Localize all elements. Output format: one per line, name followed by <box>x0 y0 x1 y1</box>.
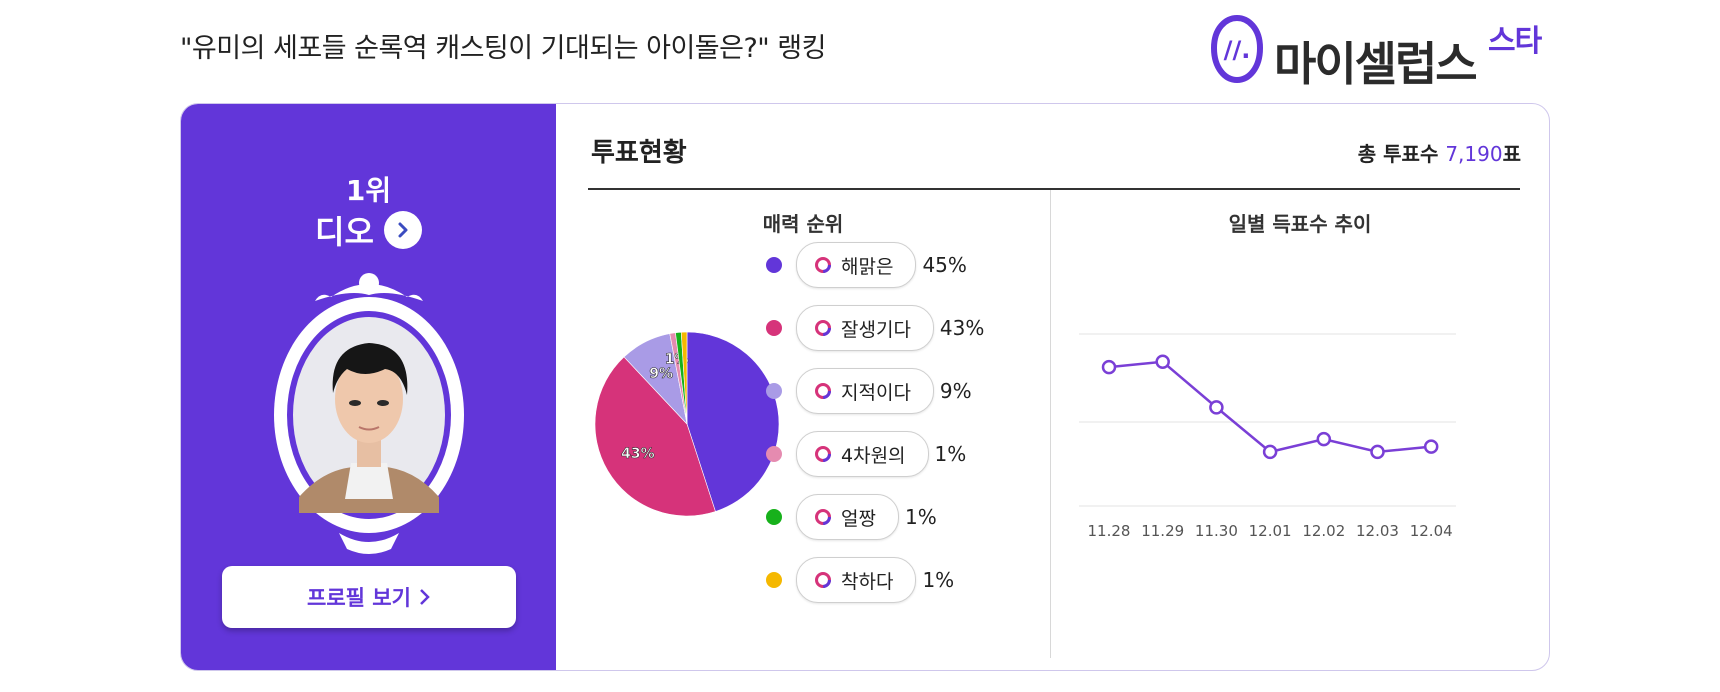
data-point <box>1423 439 1439 454</box>
data-point <box>1209 400 1224 415</box>
x-tick-label: 11.30 <box>1195 522 1238 540</box>
top-rank-panel: 1위 디오 프로필 보기 <box>181 104 556 670</box>
data-point <box>1155 354 1170 370</box>
legend-pill-button[interactable]: 4차원의 <box>796 431 929 477</box>
legend-label: 잘생기다 <box>841 318 911 341</box>
page-title: "유미의 세포들 순록역 캐스팅이 기대되는 아이돌은?" 랭킹 <box>180 33 826 64</box>
legend-item[interactable]: 얼짱 1% <box>766 493 937 541</box>
brand-sup: 스타 <box>1488 24 1542 59</box>
flower-badge-icon <box>815 572 831 588</box>
legend-label: 착하다 <box>841 570 894 593</box>
mirror-logo-icon: //. <box>1210 14 1264 84</box>
flower-badge-icon <box>815 509 831 525</box>
x-tick-label: 12.04 <box>1410 522 1453 540</box>
brand-logo[interactable]: //. 마이셀럽스 스타 <box>1208 12 1568 91</box>
legend-percent: 1% <box>922 568 955 592</box>
legend-pill-button[interactable]: 잘생기다 <box>796 305 934 351</box>
total-votes-label: 총 투표수 <box>1357 142 1439 166</box>
profile-view-button[interactable]: 프로필 보기 <box>222 566 516 628</box>
charm-pie-chart: 43%9%1% <box>594 331 780 517</box>
legend-percent: 43% <box>939 316 985 340</box>
data-point <box>1370 444 1385 460</box>
total-votes-value: 7,190 <box>1445 142 1503 166</box>
x-tick-label: 11.28 <box>1088 522 1131 540</box>
legend-pill-button[interactable]: 해맑은 <box>796 242 917 288</box>
data-point <box>1101 359 1117 375</box>
flower-badge-icon <box>815 446 831 462</box>
legend-pill-button[interactable]: 지적이다 <box>796 368 934 414</box>
total-votes-unit: 표 <box>1502 142 1521 166</box>
legend-pill-button[interactable]: 얼짱 <box>796 494 899 540</box>
legend-color-dot <box>766 572 782 588</box>
pie-slice-해맑은 <box>686 331 780 512</box>
pie-slice-착하다 <box>680 331 688 425</box>
pie-data-label: 43% <box>621 446 655 462</box>
ranking-card: 1위 디오 프로필 보기 <box>180 103 1550 671</box>
legend-item[interactable]: 지적이다 9% <box>766 367 972 415</box>
legend-item[interactable]: 잘생기다 43% <box>766 304 984 352</box>
person-portrait <box>299 343 439 513</box>
data-point <box>1316 431 1332 447</box>
legend-label: 얼짱 <box>841 507 876 530</box>
legend-percent: 1% <box>904 505 937 529</box>
legend-percent: 9% <box>939 379 972 403</box>
legend-item[interactable]: 착하다 1% <box>766 556 954 604</box>
vote-status-panel: 투표현황 총 투표수 7,190표 매력 순위 일별 득표수 추이 43% 9% 1… <box>556 104 1549 670</box>
flower-badge-icon <box>815 257 831 273</box>
daily-votes-line-chart: 11.28 11.29 11.30 12.01 12.02 12.03 12.04 <box>1079 333 1456 540</box>
x-tick-label: 12.03 <box>1356 522 1399 540</box>
legend-color-dot <box>766 509 782 525</box>
legend-label: 4차원의 <box>841 444 906 467</box>
pie-slice-잘생기다 <box>594 356 716 517</box>
legend-label: 해맑은 <box>841 255 894 278</box>
chevron-right-icon <box>420 589 430 605</box>
legend-color-dot <box>766 320 782 336</box>
total-votes: 총 투표수 7,190표 <box>1358 138 1521 167</box>
daily-trend-title: 일별 득표수 추이 <box>1228 212 1372 236</box>
brand-name: 마이셀럽스 <box>1274 37 1478 91</box>
rank-label: 1위 <box>345 174 392 207</box>
chevron-right-icon[interactable] <box>383 211 422 249</box>
legend-item[interactable]: 4차원의 1% <box>766 430 966 478</box>
flower-badge-icon <box>815 383 831 399</box>
section-title: 투표현황 <box>591 138 687 168</box>
legend-item[interactable]: 해맑은 45% <box>766 241 967 289</box>
legend-color-dot <box>766 383 782 399</box>
header-divider <box>588 188 1520 190</box>
series-line <box>1108 360 1432 454</box>
column-divider <box>1050 190 1051 658</box>
legend-percent: 1% <box>934 442 967 466</box>
pie-data-label: 9% <box>649 366 673 382</box>
x-tick-label: 12.01 <box>1249 522 1292 540</box>
rank-name-row[interactable]: 디오 <box>181 208 556 252</box>
svg-text://.: //. <box>1224 36 1251 64</box>
legend-percent: 45% <box>922 253 967 277</box>
flower-badge-icon <box>815 320 831 336</box>
legend-pill-button[interactable]: 착하다 <box>796 557 917 603</box>
legend-color-dot <box>766 257 782 273</box>
data-point <box>1262 444 1278 460</box>
rank-name[interactable]: 디오 <box>315 213 374 251</box>
x-tick-label: 12.02 <box>1302 522 1345 540</box>
legend-label: 지적이다 <box>841 381 911 404</box>
legend-color-dot <box>766 446 782 462</box>
charm-rank-title: 매력 순위 <box>762 212 844 236</box>
profile-view-label: 프로필 보기 <box>307 586 411 610</box>
profile-photo-frame <box>274 273 464 554</box>
x-tick-label: 11.29 <box>1141 522 1184 540</box>
